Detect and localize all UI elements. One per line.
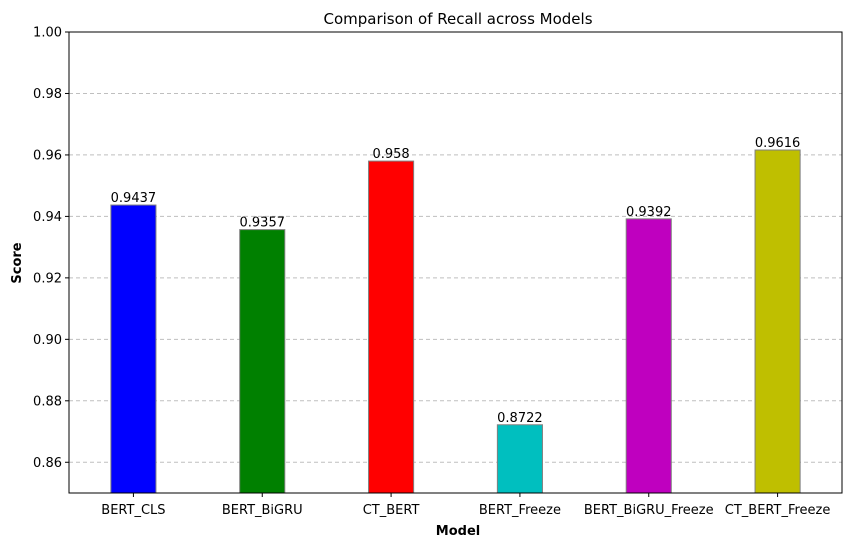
- y-tick-label: 0.92: [33, 271, 62, 286]
- bar-value-label: 0.9616: [755, 136, 801, 151]
- bar-value-label: 0.9357: [240, 216, 286, 231]
- x-tick-label: BERT_Freeze: [479, 503, 561, 518]
- x-tick-label: CT_BERT_Freeze: [725, 503, 831, 518]
- bar-value-label: 0.958: [372, 147, 409, 162]
- y-axis: 0.86 0.88 0.90 0.92 0.94 0.96 0.98 1.00: [33, 26, 69, 471]
- grid-lines: [69, 31, 842, 463]
- bar: [754, 149, 801, 494]
- bar: [239, 229, 286, 494]
- x-tick-label: CT_BERT: [363, 503, 420, 518]
- y-tick-label: 0.86: [33, 456, 62, 471]
- bar: [625, 218, 672, 494]
- y-tick-label: 0.94: [33, 210, 62, 225]
- x-axis-label: Model: [436, 524, 480, 539]
- y-tick-label: 1.00: [33, 26, 62, 41]
- y-tick-label: 0.90: [33, 333, 62, 348]
- bar-value-label: 0.9392: [626, 205, 672, 220]
- y-tick-label: 0.88: [33, 394, 62, 409]
- bar: [110, 204, 157, 494]
- y-tick-label: 0.96: [33, 148, 62, 163]
- bar: [496, 424, 543, 494]
- y-tick-label: 0.98: [33, 87, 62, 102]
- x-tick-label: BERT_CLS: [101, 503, 165, 518]
- bar: [368, 160, 415, 494]
- plot-frame: [68, 31, 843, 494]
- x-axis: BERT_CLS BERT_BiGRU CT_BERT BERT_Freeze BERT…: [101, 493, 830, 518]
- bar-value-labels: 0.9437 0.9357 0.958 0.8722 0.9392 0.9616: [111, 136, 801, 426]
- bar-value-label: 0.9437: [111, 191, 157, 206]
- bar-value-label: 0.8722: [497, 411, 543, 426]
- chart-title: Comparison of Recall across Models: [323, 10, 592, 28]
- x-tick-label: BERT_BiGRU: [222, 503, 303, 518]
- bars: [110, 149, 801, 494]
- x-tick-label: BERT_BiGRU_Freeze: [584, 503, 714, 518]
- y-axis-label: Score: [10, 242, 25, 283]
